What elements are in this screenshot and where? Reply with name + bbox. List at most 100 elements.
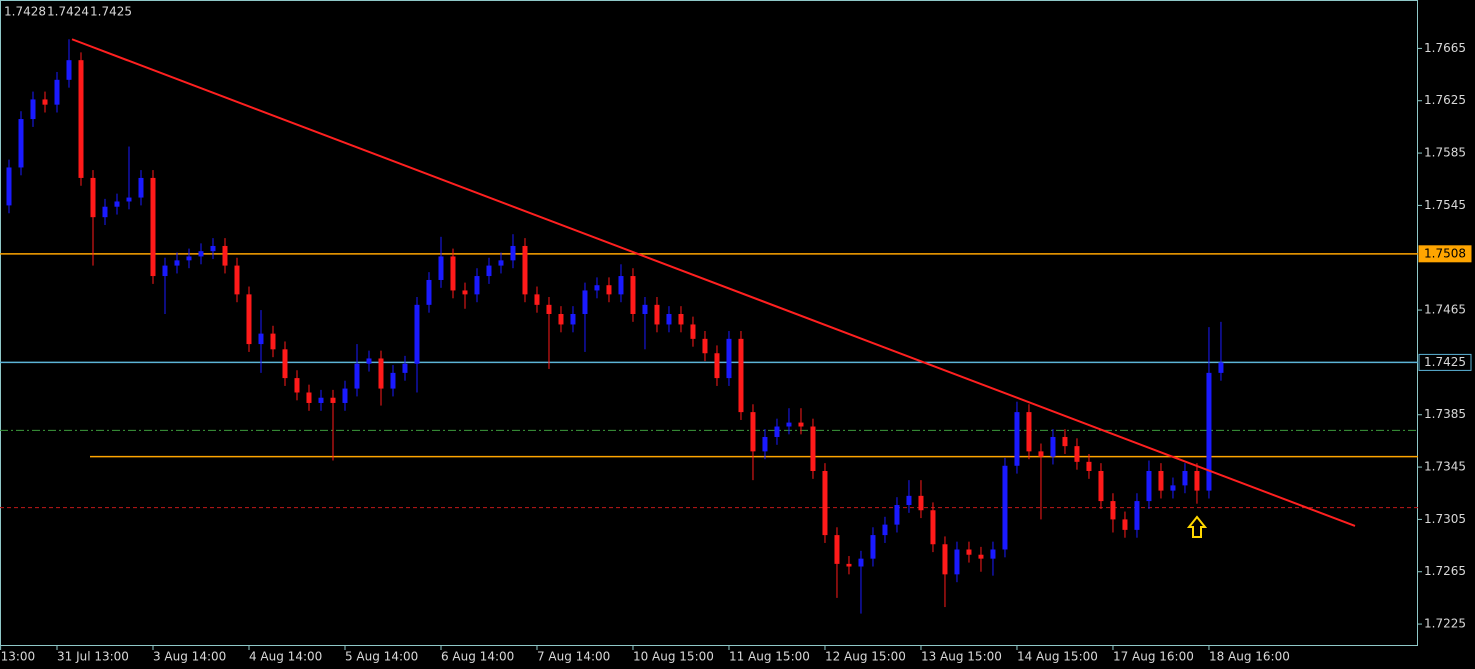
candle-body [978,554,984,559]
y-tick-label: 1.7545 [1424,198,1466,212]
candle-body [1014,412,1020,466]
candle-body [18,119,24,168]
candle-body [870,535,876,559]
candle-body [270,333,276,350]
x-tick-label: 13:00 [1,650,36,664]
header-low: 1.7424 [47,5,89,19]
candle-body [822,470,828,536]
candle-body [414,304,420,364]
candle-body [42,99,48,105]
candle-body [474,276,480,295]
candle-body [162,265,168,277]
candle-body [702,338,708,354]
candle-body [1194,470,1200,491]
candle-body [54,79,60,105]
candle-body [1158,470,1164,491]
candle-body [630,276,636,314]
candle-body [582,290,588,314]
candle-body [738,338,744,413]
plot-frame [0,0,1418,646]
candle-body [558,313,564,325]
candle-body [1002,465,1008,550]
candle-body [102,206,108,218]
candle-body [306,392,312,403]
candle-body [294,378,300,393]
candle-body [954,549,960,575]
y-tick-label: 1.7345 [1424,460,1466,474]
candle-body [330,397,336,403]
x-tick-label: 18 Aug 16:00 [1209,650,1290,664]
candle-body [966,549,972,555]
candle-body [150,177,156,277]
candle-body [726,338,732,379]
candle-body [378,358,384,389]
x-tick-label: 3 Aug 14:00 [153,650,226,664]
candle-body [222,245,228,266]
candle-body [450,256,456,291]
candle-body [894,505,900,525]
candle-body [210,245,216,252]
candle-body [1026,412,1032,452]
candle-body [810,426,816,471]
candle-body [402,363,408,373]
y-tick-label: 1.7385 [1424,407,1466,421]
candle-body [594,285,600,291]
candle-body [1074,446,1080,462]
candle-body [534,294,540,305]
candle-body [30,99,36,120]
candle-body [918,495,924,511]
candle-body [90,177,96,218]
candle-body [762,436,768,452]
x-tick-label: 11 Aug 15:00 [729,650,810,664]
candle-body [498,260,504,266]
candle-body [930,510,936,545]
candle-body [426,279,432,305]
candle-body [642,304,648,314]
candle-body [678,313,684,325]
candle-body [1122,519,1128,530]
candle-body [882,524,888,536]
candle-body [66,60,72,80]
signal-arrow [1186,515,1208,538]
y-tick-label: 1.7305 [1424,512,1466,526]
y-tick-label: 1.7585 [1424,146,1466,160]
candle-body [126,197,132,202]
candle-body [390,372,396,389]
price-box [1418,245,1472,263]
candle-body [990,549,996,559]
price-box-label: 1.7425 [1424,355,1466,369]
candle-body [1182,470,1188,486]
candle-body [834,535,840,564]
candle-body [750,412,756,452]
candle-body [1062,436,1068,447]
candle-body [714,353,720,379]
x-tick-label: 14 Aug 15:00 [1017,650,1098,664]
candle-body [570,313,576,325]
candle-body [1146,470,1152,502]
x-tick-label: 7 Aug 14:00 [537,650,610,664]
y-tick-label: 1.7665 [1424,41,1466,55]
candle-body [1218,362,1224,373]
candle-body [618,276,624,295]
x-tick-label: 4 Aug 14:00 [249,650,322,664]
candle-body [366,358,372,364]
candle-body [846,563,852,567]
x-tick-label: 31 Jul 13:00 [57,650,129,664]
header-open: 1.7428 [4,5,46,19]
x-tick-label: 10 Aug 15:00 [633,650,714,664]
candle-body [6,167,12,206]
candle-body [522,245,528,295]
candle-body [186,256,192,261]
candle-body [1086,461,1092,471]
candle-body [78,60,84,178]
y-tick-label: 1.7625 [1424,93,1466,107]
candle-body [486,265,492,277]
candle-body [354,363,360,389]
candle-body [1050,436,1056,457]
y-tick-label: 1.7265 [1424,564,1466,578]
candle-body [282,349,288,379]
price-box-label: 1.7508 [1424,246,1466,260]
candle-body [138,177,144,198]
candle-body [246,294,252,345]
